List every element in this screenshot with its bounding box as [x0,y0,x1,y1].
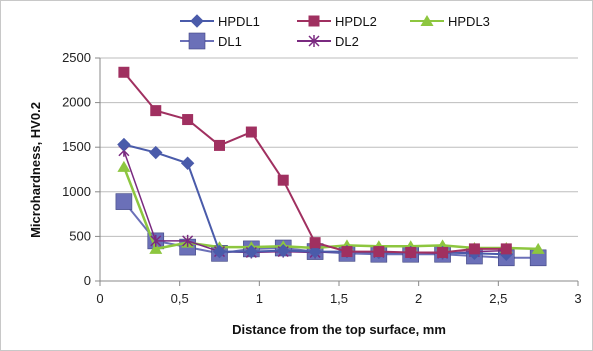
data-point-diamond [180,156,195,170]
data-point-diamond [190,14,204,28]
data-point-square [308,15,320,27]
y-tick-label: 0 [84,273,91,288]
data-point-square [468,243,480,255]
legend-item-dl2: DL2 [297,34,359,49]
data-point-triangle [531,242,545,254]
data-point-diamond [149,145,163,160]
y-axis-title: Microhardness, HV0.2 [28,102,43,238]
data-point-square [182,114,194,126]
x-tick-label: 0,5 [171,291,189,306]
data-point-diamond [244,244,259,259]
data-point-triangle [420,15,434,26]
data-point-diamond [117,137,131,152]
data-point-square [309,237,321,249]
data-point-diamond [308,244,322,259]
legend-label-hpdl3: HPDL3 [448,14,490,29]
x-tick-label: 2 [415,291,422,306]
legend-label-hpdl1: HPDL1 [218,14,260,29]
y-tick-label: 1000 [62,184,91,199]
data-point-square [437,246,449,258]
y-tick-label: 500 [69,228,91,243]
y-tick-label: 2000 [62,95,91,110]
x-tick-label: 2,5 [489,291,507,306]
data-point-square [245,126,257,138]
axes: 0 500 1000 1500 2000 2500 0 0,5 1 1,5 2 2,5 3 [62,50,582,306]
x-tick-label: 3 [574,291,581,306]
data-point-diamond [212,244,227,259]
data-point-square-large [115,193,133,210]
x-axis-title: Distance from the top surface, mm [232,322,446,337]
legend-item-hpdl3: HPDL3 [410,14,490,29]
legend-item-dl1: DL1 [180,32,242,50]
y-tick-label: 1500 [62,139,91,154]
gridlines [100,57,578,237]
data-point-square [405,246,417,258]
legend-label-dl2: DL2 [335,34,359,49]
legend-item-hpdl2: HPDL2 [297,14,377,29]
data-point-square [118,66,130,78]
data-point-star [182,234,194,247]
x-tick-label: 0 [96,291,103,306]
series-hpdl2 [118,66,512,258]
data-point-square [214,139,225,151]
series-layer [115,66,547,267]
data-point-star [308,35,320,47]
legend-label-dl1: DL1 [218,34,242,49]
legend: HPDL1 HPDL2 HPDL3 DL1 DL2 [180,14,490,50]
data-point-square-large [188,32,206,50]
data-point-square [277,174,289,186]
data-point-triangle [149,242,163,254]
data-point-square [500,243,512,255]
data-point-square [373,246,385,258]
data-point-triangle [117,160,131,172]
data-point-star [150,234,162,247]
data-point-diamond [276,243,290,258]
data-point-square [150,105,162,117]
legend-item-hpdl1: HPDL1 [180,14,260,29]
data-point-square [341,246,353,258]
x-tick-label: 1 [256,291,263,306]
legend-label-hpdl2: HPDL2 [335,14,377,29]
y-tick-label: 2500 [62,50,91,65]
x-tick-label: 1,5 [330,291,348,306]
